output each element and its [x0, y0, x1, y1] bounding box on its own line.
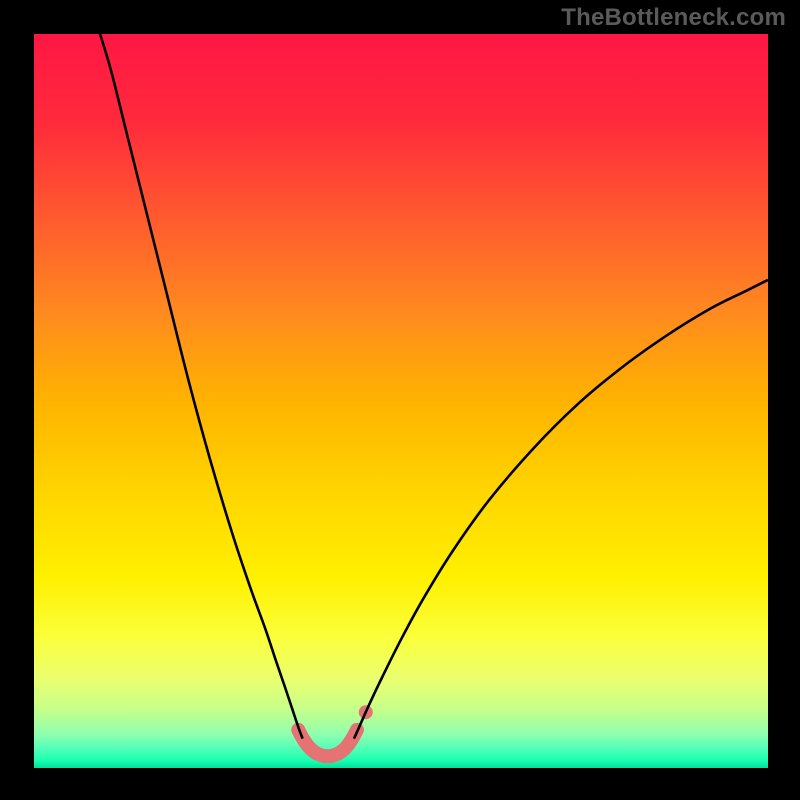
plot-background: [34, 34, 768, 768]
plot-svg: [34, 34, 768, 768]
chart-frame: TheBottleneck.com: [0, 0, 800, 800]
plot-area: [34, 34, 768, 768]
watermark-text: TheBottleneck.com: [561, 4, 786, 32]
